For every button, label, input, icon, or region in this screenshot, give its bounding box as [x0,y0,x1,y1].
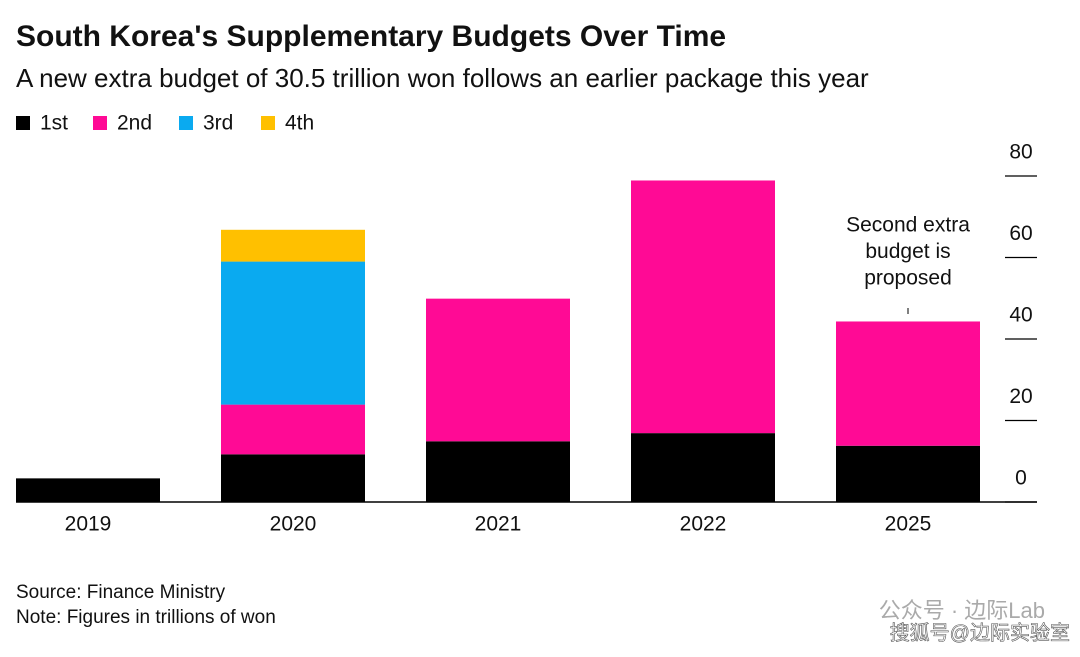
watermark: 公众号 · 边际Lab [879,598,1045,623]
bar-segment [221,229,365,262]
y-tick-label: 0 [1015,467,1027,490]
bar-segment [426,441,570,502]
bar-segment [221,261,365,405]
x-tick-label: 2022 [680,513,727,536]
bar-segment [836,321,980,446]
bar-segment [836,445,980,502]
chart-subtitle: A new extra budget of 30.5 trillion won … [16,63,869,93]
bar-segment [221,404,365,455]
y-tick-label: 80 [1009,141,1032,164]
legend-swatch [93,116,107,130]
legend-label: 1st [40,112,68,135]
y-tick-label: 40 [1009,304,1032,327]
legend-label: 3rd [203,112,233,135]
bar-segment [221,454,365,502]
annotation: budget is [865,240,950,263]
x-tick-label: 2025 [885,513,932,536]
x-tick-label: 2019 [65,513,112,536]
legend-label: 2nd [117,112,152,135]
annotation: proposed [864,267,952,290]
bar-segment [631,433,775,502]
bar-segment [16,478,160,502]
x-tick-label: 2020 [270,513,317,536]
y-tick-label: 60 [1009,222,1032,245]
watermark: 搜狐号@边际实验室 [890,621,1070,644]
note: Note: Figures in trillions of won [16,607,276,628]
legend-label: 4th [285,112,314,135]
bar-segment [426,298,570,442]
bar-segment [631,180,775,434]
source: Source: Finance Ministry [16,582,226,603]
legend-swatch [179,116,193,130]
legend-swatch [16,116,30,130]
chart-title: South Korea's Supplementary Budgets Over… [16,20,726,53]
x-tick-label: 2021 [475,513,522,536]
y-tick-label: 20 [1009,385,1032,408]
legend-swatch [261,116,275,130]
annotation: Second extra [846,214,970,237]
